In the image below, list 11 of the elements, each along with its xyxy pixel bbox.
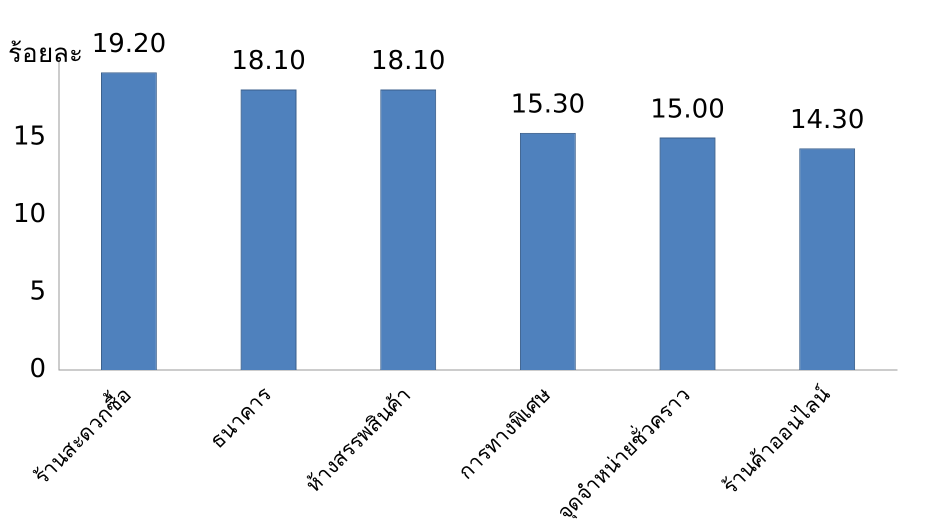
y-tick-label: 0 <box>30 354 46 384</box>
data-label: 18.10 <box>231 46 306 76</box>
data-label: 15.00 <box>650 94 725 124</box>
y-tick-label: 10 <box>12 198 46 229</box>
y-axis-title: ร้อยละ <box>8 38 83 69</box>
y-tick-label: 5 <box>30 276 46 306</box>
data-label: 18.10 <box>370 46 446 76</box>
data-label: 14.30 <box>790 105 864 136</box>
data-label: 15.30 <box>510 90 586 120</box>
data-label: 19.20 <box>92 29 166 60</box>
y-tick-label: 15 <box>12 121 46 152</box>
